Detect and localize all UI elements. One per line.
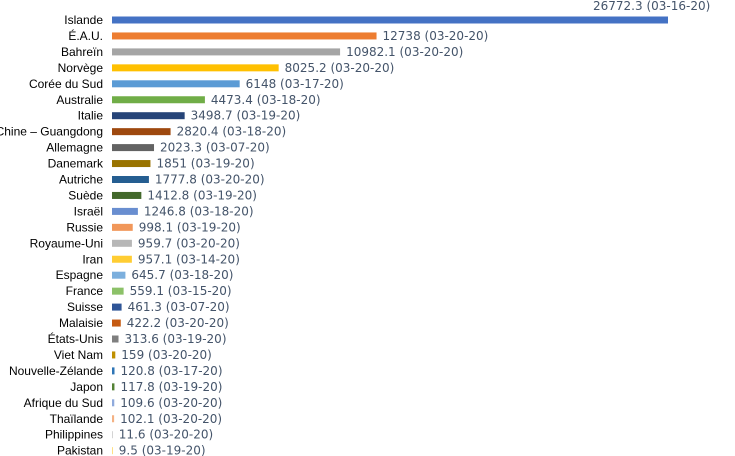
category-label: Malaisie xyxy=(59,316,103,330)
value-label: 11.6 (03-20-20) xyxy=(119,428,213,442)
bar xyxy=(112,415,115,423)
bar xyxy=(112,223,133,231)
category-label: Pakistan xyxy=(57,444,103,456)
bar xyxy=(112,287,124,295)
category-label: Afrique du Sud xyxy=(24,396,103,410)
bar xyxy=(112,303,122,311)
category-label: Israël xyxy=(74,204,103,218)
value-label: 957.1 (03-14-20) xyxy=(138,252,240,266)
category-label: Russie xyxy=(66,220,103,234)
category-label: Royaume-Uni xyxy=(30,236,103,250)
value-label: 10982.1 (03-20-20) xyxy=(346,45,463,59)
bar xyxy=(112,160,151,168)
value-label: 8025.2 (03-20-20) xyxy=(285,61,395,75)
bar xyxy=(112,48,341,56)
category-label: Thaïlande xyxy=(50,412,104,426)
bar xyxy=(112,319,121,327)
bar xyxy=(112,96,205,104)
category-label: Corée du Sud xyxy=(29,77,103,91)
category-label: France xyxy=(66,284,104,298)
value-label: 102.1 (03-20-20) xyxy=(120,412,222,426)
bar xyxy=(112,207,138,215)
bar xyxy=(112,16,668,24)
bar xyxy=(112,255,132,263)
value-label: 1412.8 (03-19-20) xyxy=(147,188,257,202)
value-label: 6148 (03-17-20) xyxy=(246,77,344,91)
value-label: 120.8 (03-17-20) xyxy=(121,364,223,378)
bar xyxy=(112,32,377,40)
bar xyxy=(112,447,113,455)
value-label: 422.2 (03-20-20) xyxy=(127,316,229,330)
value-label: 2023.3 (03-07-20) xyxy=(160,141,270,155)
bar xyxy=(112,191,142,199)
category-label: Chine – Guangdong xyxy=(0,125,103,139)
value-label: 998.1 (03-19-20) xyxy=(139,220,241,234)
category-label: États-Unis xyxy=(48,331,103,346)
category-label: Italie xyxy=(78,109,104,123)
value-label: 1777.8 (03-20-20) xyxy=(155,173,265,187)
value-label: 159 (03-20-20) xyxy=(121,348,212,362)
bar xyxy=(112,399,115,407)
bar xyxy=(112,335,119,343)
value-label: 12738 (03-20-20) xyxy=(383,29,489,43)
category-label: Viet Nam xyxy=(54,348,103,362)
value-label: 1851 (03-19-20) xyxy=(156,157,254,171)
bar xyxy=(112,80,240,88)
category-label: Autriche xyxy=(59,173,103,187)
value-label: 461.3 (03-07-20) xyxy=(128,300,230,314)
value-label: 26772.3 (03-16-20) xyxy=(593,0,710,13)
bar xyxy=(112,144,155,152)
category-label: Suisse xyxy=(67,300,103,314)
category-label: Australie xyxy=(56,93,103,107)
bar xyxy=(112,383,115,391)
category-label: Bahreïn xyxy=(61,45,103,59)
category-label: Allemagne xyxy=(46,141,103,155)
value-label: 2820.4 (03-18-20) xyxy=(177,125,287,139)
bar xyxy=(112,239,132,247)
bar xyxy=(112,64,279,72)
value-label: 3498.7 (03-19-20) xyxy=(191,109,301,123)
category-label: Japon xyxy=(70,380,103,394)
category-label: Norvège xyxy=(58,61,104,75)
value-label: 559.1 (03-15-20) xyxy=(130,284,232,298)
value-label: 959.7 (03-20-20) xyxy=(138,236,240,250)
category-label: Danemark xyxy=(48,157,104,171)
bar xyxy=(112,128,171,136)
value-label: 645.7 (03-18-20) xyxy=(131,268,233,282)
category-label: Suède xyxy=(68,188,103,202)
value-label: 117.8 (03-19-20) xyxy=(120,380,222,394)
bar xyxy=(112,271,126,279)
bar xyxy=(112,351,116,359)
category-label: Islande xyxy=(64,13,103,27)
bar xyxy=(112,367,115,375)
category-label: Philippines xyxy=(45,428,103,442)
value-label: 4473.4 (03-18-20) xyxy=(211,93,321,107)
value-label: 313.6 (03-19-20) xyxy=(125,332,227,346)
bar xyxy=(112,176,149,183)
category-label: Espagne xyxy=(56,268,104,282)
category-label: É.A.U. xyxy=(68,28,103,43)
category-label: Iran xyxy=(82,252,103,266)
value-label: 9.5 (03-19-20) xyxy=(119,444,206,456)
bar xyxy=(112,431,113,439)
bar xyxy=(112,112,185,120)
value-label: 1246.8 (03-18-20) xyxy=(144,204,254,218)
value-label: 109.6 (03-20-20) xyxy=(120,396,222,410)
category-label: Nouvelle-Zélande xyxy=(9,364,103,378)
